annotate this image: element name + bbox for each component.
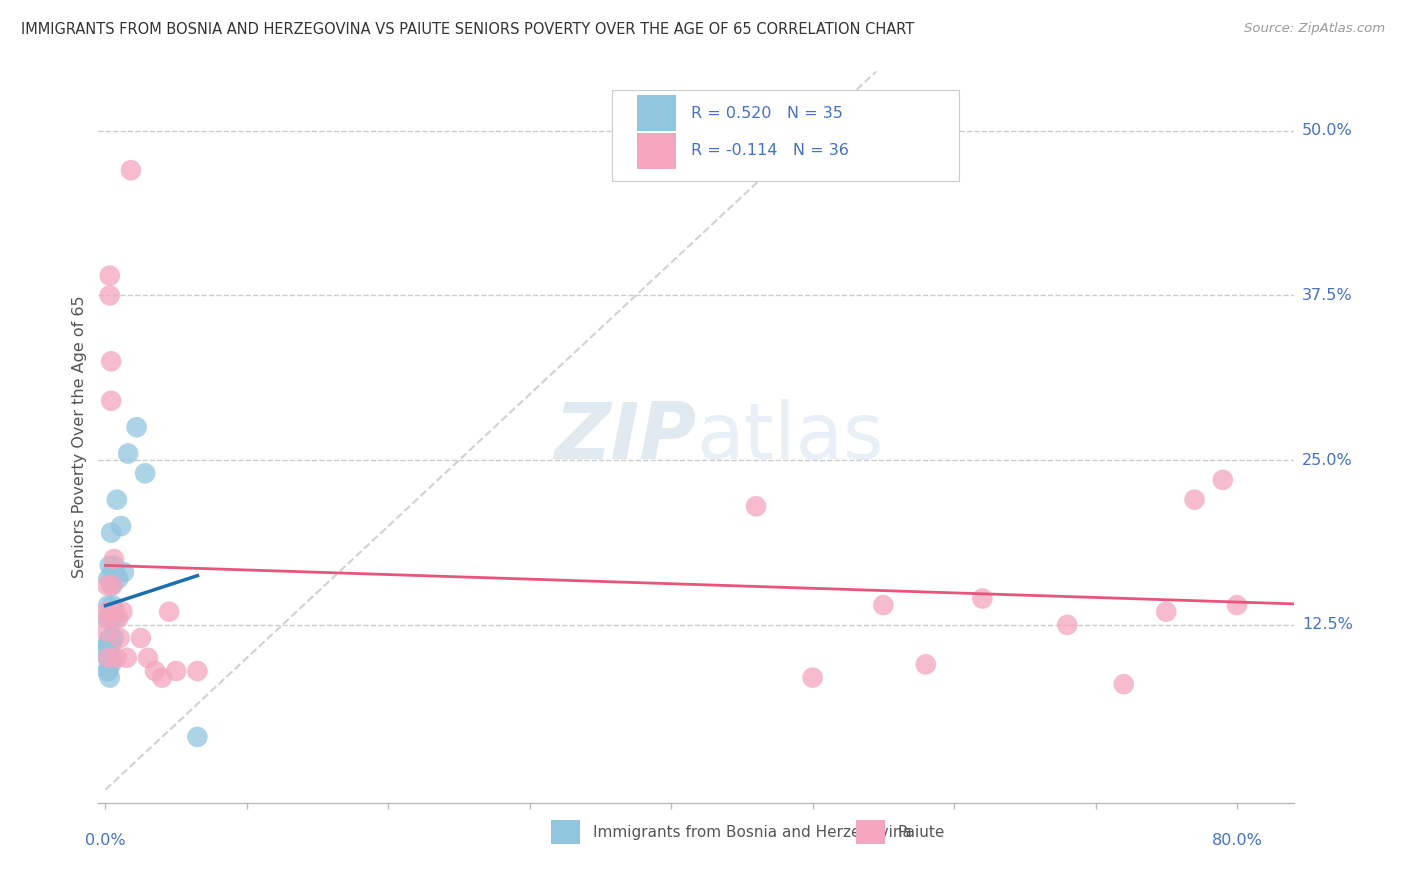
Point	[914, 657, 936, 672]
Point	[96, 638, 118, 652]
Point	[97, 650, 120, 665]
Point	[105, 650, 128, 665]
Point	[98, 671, 121, 685]
Point	[101, 598, 124, 612]
Point	[107, 611, 129, 625]
Point	[98, 268, 121, 283]
Text: Immigrants from Bosnia and Herzegovina: Immigrants from Bosnia and Herzegovina	[593, 824, 912, 839]
Point	[120, 163, 142, 178]
Point	[97, 664, 120, 678]
Point	[101, 631, 124, 645]
Point	[972, 591, 994, 606]
Point	[103, 558, 125, 573]
Point	[103, 552, 125, 566]
Text: 37.5%: 37.5%	[1302, 288, 1353, 303]
Point	[129, 631, 152, 645]
Point	[1056, 618, 1078, 632]
Text: 12.5%: 12.5%	[1302, 617, 1353, 632]
Point	[98, 611, 121, 625]
FancyBboxPatch shape	[613, 90, 959, 181]
Point	[98, 288, 121, 302]
Point	[98, 558, 121, 573]
Y-axis label: Seniors Poverty Over the Age of 65: Seniors Poverty Over the Age of 65	[72, 296, 87, 578]
Text: ZIP: ZIP	[554, 399, 696, 475]
Text: 50.0%: 50.0%	[1302, 123, 1353, 138]
Point	[96, 664, 118, 678]
Point	[745, 500, 768, 514]
Text: Source: ZipAtlas.com: Source: ZipAtlas.com	[1244, 22, 1385, 36]
Point	[186, 730, 208, 744]
Point	[105, 492, 128, 507]
FancyBboxPatch shape	[856, 821, 884, 844]
Point	[96, 605, 118, 619]
Text: 80.0%: 80.0%	[1212, 833, 1263, 848]
Point	[104, 605, 127, 619]
Point	[104, 565, 127, 579]
Point	[801, 671, 824, 685]
Point	[100, 638, 122, 652]
Point	[103, 631, 125, 645]
FancyBboxPatch shape	[551, 821, 581, 844]
Point	[100, 657, 122, 672]
Point	[97, 598, 120, 612]
FancyBboxPatch shape	[637, 95, 676, 131]
Point	[165, 664, 187, 678]
Point	[134, 467, 156, 481]
Point	[98, 650, 121, 665]
Text: IMMIGRANTS FROM BOSNIA AND HERZEGOVINA VS PAIUTE SENIORS POVERTY OVER THE AGE OF: IMMIGRANTS FROM BOSNIA AND HERZEGOVINA V…	[21, 22, 914, 37]
Point	[101, 565, 124, 579]
Point	[1226, 598, 1249, 612]
FancyBboxPatch shape	[637, 133, 676, 169]
Text: atlas: atlas	[696, 399, 883, 475]
Text: 0.0%: 0.0%	[86, 833, 125, 848]
Point	[1154, 605, 1177, 619]
Point	[97, 572, 120, 586]
Point	[101, 650, 124, 665]
Point	[157, 605, 180, 619]
Point	[125, 420, 148, 434]
Point	[1184, 492, 1206, 507]
Point	[117, 446, 139, 460]
Point	[104, 611, 127, 625]
Text: R = 0.520   N = 35: R = 0.520 N = 35	[692, 105, 844, 120]
Point	[110, 519, 132, 533]
Point	[97, 611, 120, 625]
Point	[103, 605, 125, 619]
Point	[111, 605, 134, 619]
Point	[96, 624, 118, 639]
Text: R = -0.114   N = 36: R = -0.114 N = 36	[692, 144, 849, 159]
Point	[100, 578, 122, 592]
Text: Paiute: Paiute	[898, 824, 945, 839]
Point	[97, 638, 120, 652]
Point	[115, 650, 138, 665]
Point	[100, 393, 122, 408]
Point	[143, 664, 166, 678]
Point	[1112, 677, 1135, 691]
Text: 25.0%: 25.0%	[1302, 452, 1353, 467]
Point	[150, 671, 173, 685]
Point	[100, 354, 122, 368]
Point	[186, 664, 208, 678]
Point	[1212, 473, 1234, 487]
Point	[96, 644, 118, 658]
Point	[112, 565, 135, 579]
Point	[108, 631, 131, 645]
Point	[101, 578, 124, 592]
Point	[96, 611, 118, 625]
Point	[97, 650, 120, 665]
Point	[100, 525, 122, 540]
Point	[136, 650, 159, 665]
Point	[107, 572, 129, 586]
Point	[872, 598, 894, 612]
Point	[98, 631, 121, 645]
Point	[96, 578, 118, 592]
